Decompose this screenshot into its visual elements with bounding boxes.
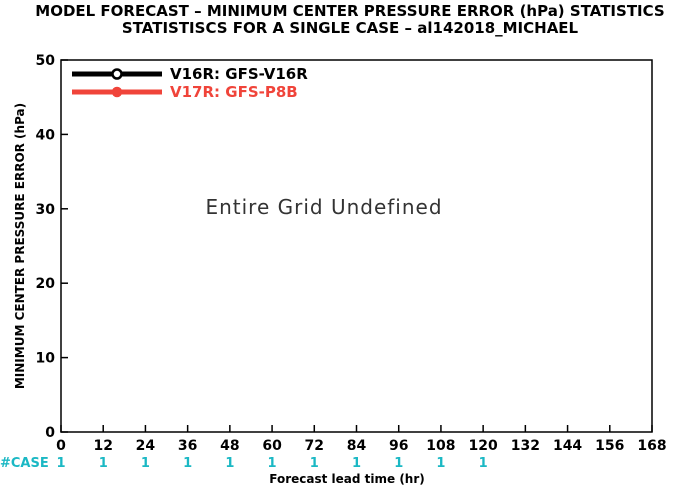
chart-title: MODEL FORECAST – MINIMUM CENTER PRESSURE… [35, 2, 664, 20]
case-count: 1 [352, 456, 361, 471]
legend-marker [111, 68, 123, 80]
x-tick-label: 168 [637, 438, 666, 454]
x-axis-label: Forecast lead time (hr) [269, 472, 425, 486]
y-tick-label: 20 [36, 276, 56, 292]
no-data-annotation: Entire Grid Undefined [205, 195, 442, 219]
case-count: 1 [479, 456, 488, 471]
x-tick-label: 24 [136, 438, 156, 454]
x-tick-label: 0 [56, 438, 66, 454]
x-tick-label: 60 [262, 438, 282, 454]
case-count: 1 [394, 456, 403, 471]
x-tick-label: 72 [305, 438, 324, 454]
legend-label: V17R: GFS-P8B [170, 83, 298, 101]
x-tick-label: 132 [511, 438, 540, 454]
x-tick-label: 12 [93, 438, 112, 454]
x-tick-label: 84 [347, 438, 367, 454]
case-count: 1 [268, 456, 277, 471]
case-count: 1 [310, 456, 319, 471]
plot-frame [60, 59, 653, 433]
case-count: 1 [183, 456, 192, 471]
y-tick-label: 50 [36, 53, 56, 69]
y-tick-label: 10 [36, 351, 56, 367]
y-tick-label: 0 [45, 425, 55, 441]
case-counts: 1 1 1 1 1 1 1 1 1 1 1 [56, 456, 487, 471]
x-tick-label: 120 [469, 438, 498, 454]
case-count: 1 [436, 456, 445, 471]
case-count: 1 [225, 456, 234, 471]
x-tick-label: 96 [389, 438, 408, 454]
legend-marker [111, 86, 123, 98]
x-tick-label: 144 [553, 438, 582, 454]
x-tick-label: 156 [595, 438, 624, 454]
legend-label: V16R: GFS-V16R [170, 65, 308, 83]
case-count: 1 [141, 456, 150, 471]
y-axis-label: MINIMUM CENTER PRESSURE ERROR (hPa) [13, 103, 27, 389]
y-axis: 0 10 20 30 40 50 [36, 53, 68, 441]
x-axis: 0 12 24 36 48 60 72 84 96 108 120 132 144 156 168 [56, 425, 667, 454]
y-tick-label: 30 [36, 202, 56, 218]
y-tick-label: 40 [36, 127, 56, 143]
case-count: 1 [99, 456, 108, 471]
x-tick-label: 36 [178, 438, 197, 454]
case-count-label: #CASE [0, 456, 49, 471]
case-count: 1 [56, 456, 65, 471]
x-tick-label: 108 [426, 438, 455, 454]
x-tick-label: 48 [220, 438, 239, 454]
chart-subtitle: STATISTISCS FOR A SINGLE CASE – al142018… [122, 19, 579, 37]
